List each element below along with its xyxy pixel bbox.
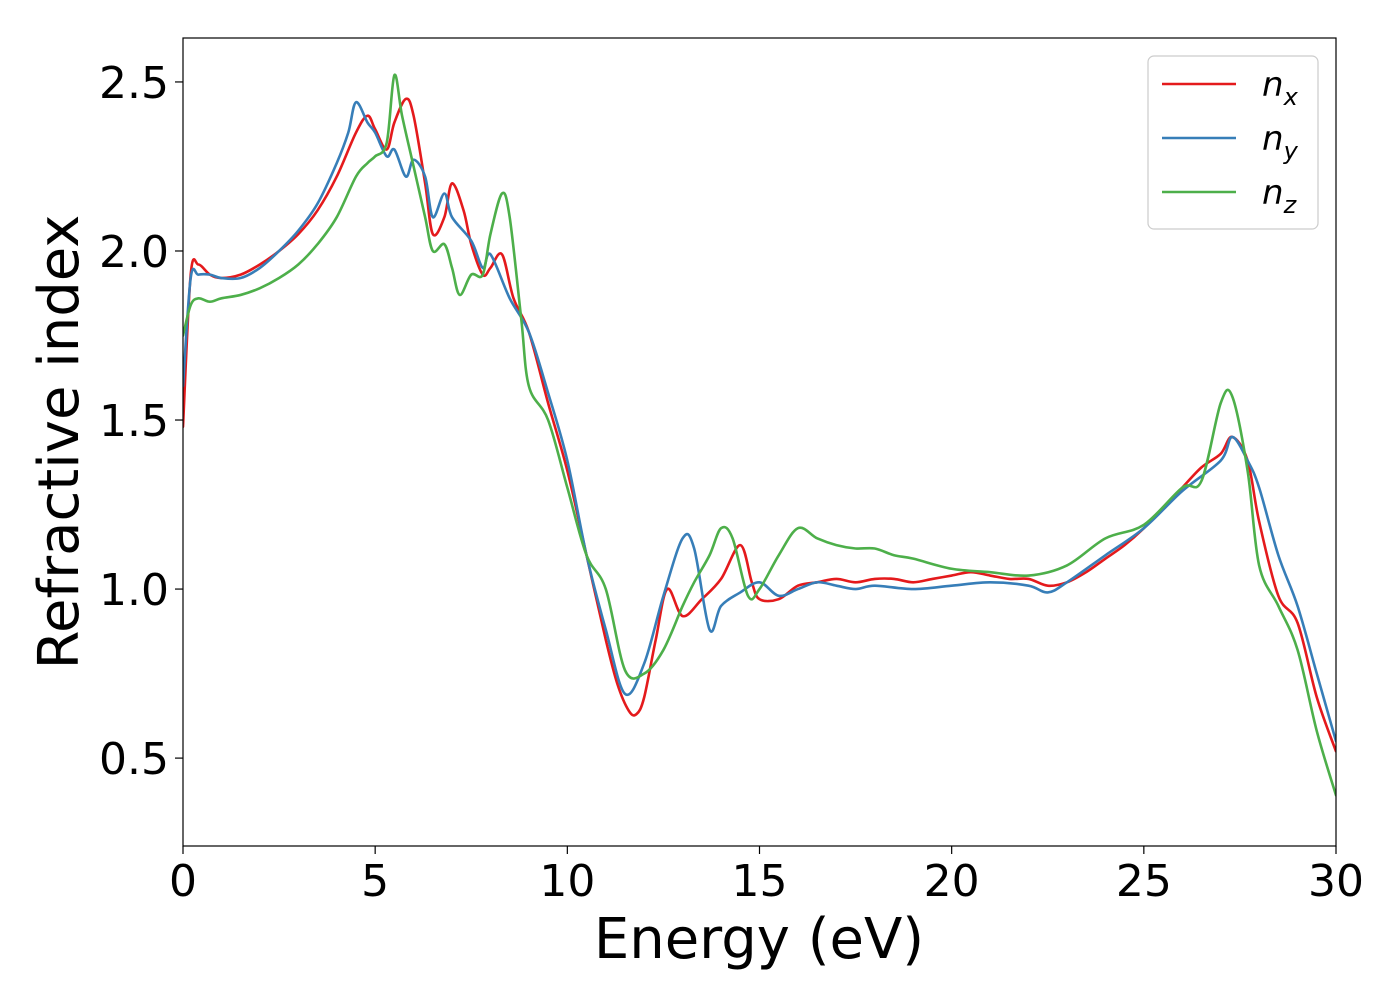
series-line-n-y — [183, 100, 1336, 743]
y-tick-label: 0.5 — [99, 734, 169, 785]
x-tick-label: 25 — [1116, 856, 1172, 907]
y-axis-title: Refractive index — [27, 215, 92, 670]
x-axis-title: Energy (eV) — [594, 907, 924, 972]
x-tick-label: 0 — [169, 856, 197, 907]
legend-items: nx ny nz — [1162, 65, 1299, 219]
x-tick-label: 10 — [539, 856, 595, 907]
series-line-n-z — [183, 73, 1336, 797]
x-axis-ticks: 0 5 10 15 20 25 30 — [169, 846, 1364, 907]
legend-box — [1147, 55, 1319, 230]
x-tick-label: 15 — [732, 856, 788, 907]
x-tick-label: 5 — [361, 856, 389, 907]
y-tick-label: 1.5 — [99, 396, 169, 447]
legend: nx ny nz — [1147, 55, 1319, 230]
series-layer — [183, 73, 1336, 797]
y-axis-ticks: 0.5 1.0 1.5 2.0 2.5 — [99, 58, 183, 785]
legend-label-n-z: nz — [1262, 173, 1298, 219]
legend-label-n-x: nx — [1262, 65, 1299, 111]
y-tick-label: 2.5 — [99, 58, 169, 109]
x-tick-label: 20 — [924, 856, 980, 907]
series-line-n-x — [183, 97, 1336, 753]
legend-label-n-y: ny — [1262, 119, 1299, 165]
y-tick-label: 1.0 — [99, 565, 169, 616]
x-tick-label: 30 — [1308, 856, 1364, 907]
y-tick-label: 2.0 — [99, 227, 169, 278]
